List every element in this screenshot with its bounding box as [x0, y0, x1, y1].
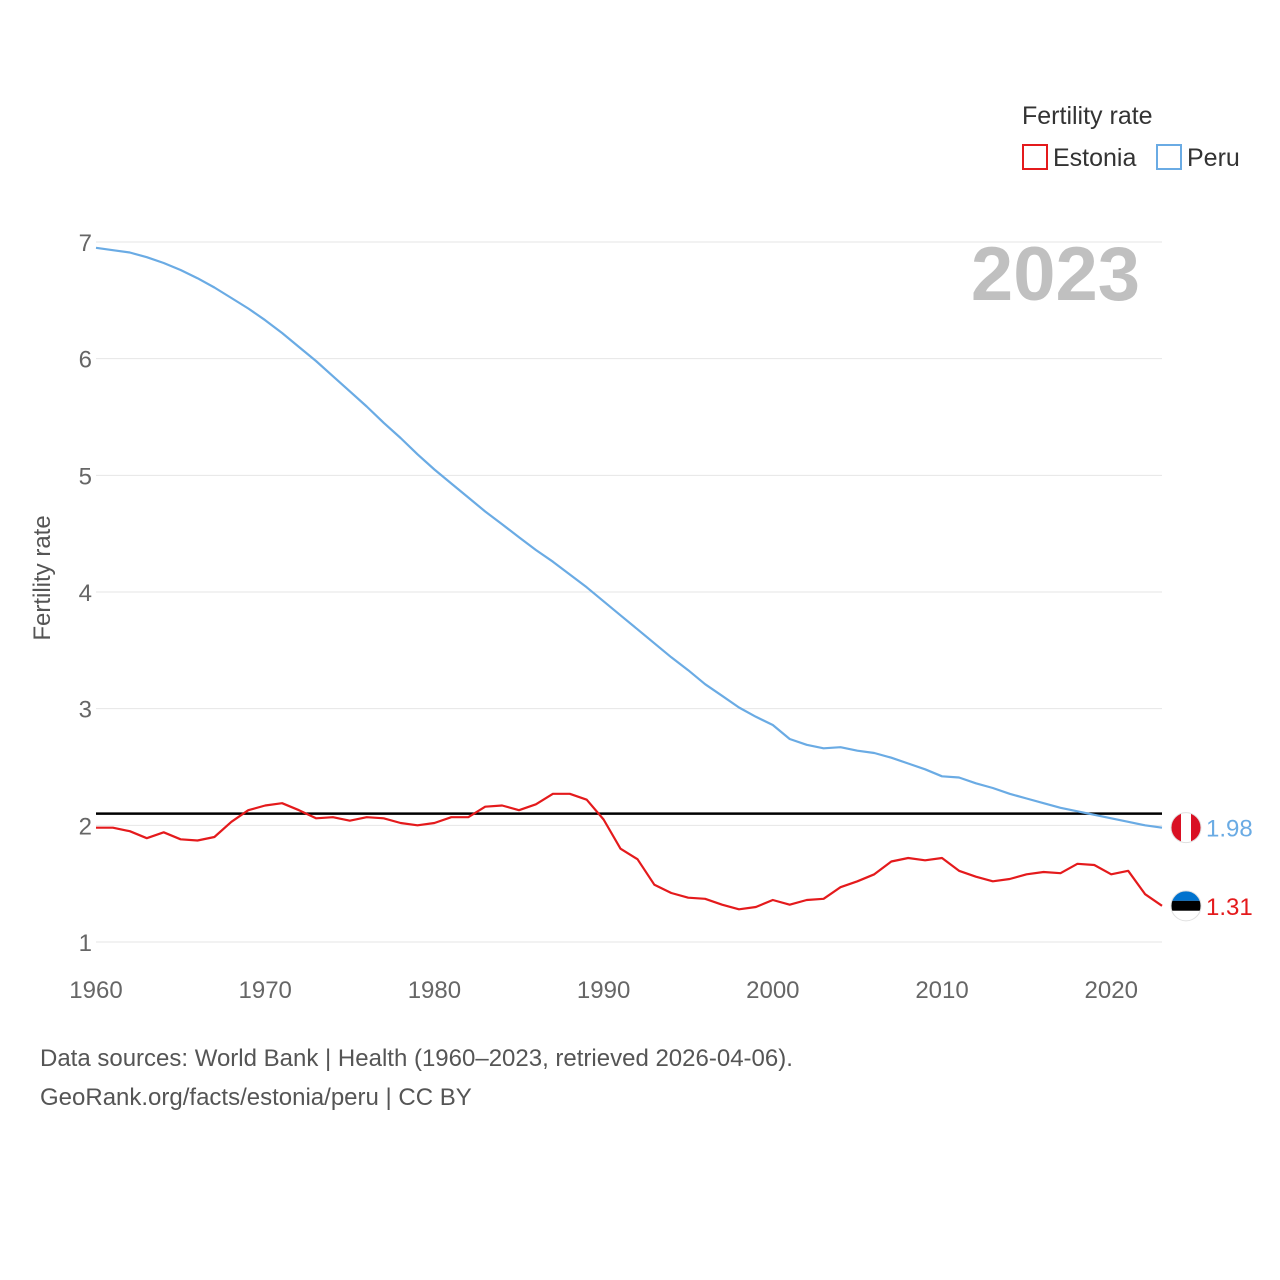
grid-lines	[96, 241, 1162, 943]
legend-item-peru: Peru	[1156, 144, 1240, 172]
y-tick-label-4: 4	[79, 580, 92, 607]
end-label-peru: 1.98	[1206, 816, 1253, 843]
legend-swatch-estonia	[1022, 144, 1048, 170]
legend-title: Fertility rate	[1022, 102, 1153, 130]
y-tick-label-7: 7	[79, 230, 92, 257]
y-tick-label-3: 3	[79, 697, 92, 724]
fertility-chart: 1 2 3 4 5 6 7 1960 1970 1980 1990 2000 2010 2020 Fer…	[29, 102, 1253, 1004]
series-line-estonia	[96, 792, 1163, 911]
flag-estonia-icon	[1171, 890, 1201, 921]
y-axis-ticks: 1 2 3 4 5 6 7	[79, 230, 92, 957]
y-tick-label-6: 6	[79, 347, 92, 374]
data-source-text: Data sources: World Bank | Health (1960–…	[40, 1045, 793, 1072]
legend-label-estonia: Estonia	[1053, 144, 1136, 172]
series-line-peru	[95, 246, 1163, 829]
x-tick-label-1990: 1990	[577, 977, 630, 1004]
flag-peru-icon	[1171, 812, 1201, 843]
credit-text: GeoRank.org/facts/estonia/peru | CC BY	[40, 1084, 472, 1111]
x-tick-label-1960: 1960	[69, 977, 122, 1004]
current-year-label: 2023	[971, 232, 1140, 317]
end-markers: 1.31 1.98	[1170, 812, 1253, 922]
y-tick-label-5: 5	[79, 463, 92, 490]
x-tick-label-2010: 2010	[915, 977, 968, 1004]
x-tick-label-1970: 1970	[239, 977, 292, 1004]
legend-items: Estonia Peru	[1022, 144, 1240, 172]
x-axis-ticks: 1960 1970 1980 1990 2000 2010 2020	[69, 977, 1138, 1004]
y-tick-label-2: 2	[79, 813, 92, 840]
y-tick-label-1: 1	[79, 930, 92, 957]
x-tick-label-1980: 1980	[408, 977, 461, 1004]
series-lines	[95, 246, 1163, 911]
end-label-estonia: 1.31	[1206, 894, 1253, 921]
x-tick-label-2020: 2020	[1085, 977, 1138, 1004]
legend-swatch-peru	[1156, 144, 1182, 170]
end-marker-peru: 1.98	[1170, 812, 1253, 844]
legend: Fertility rate Estonia Peru	[1022, 102, 1240, 172]
legend-label-peru: Peru	[1187, 144, 1240, 172]
x-tick-label-2000: 2000	[746, 977, 799, 1004]
end-marker-estonia: 1.31	[1170, 890, 1253, 922]
y-axis-title: Fertility rate	[29, 515, 56, 640]
legend-item-estonia: Estonia	[1022, 144, 1136, 172]
